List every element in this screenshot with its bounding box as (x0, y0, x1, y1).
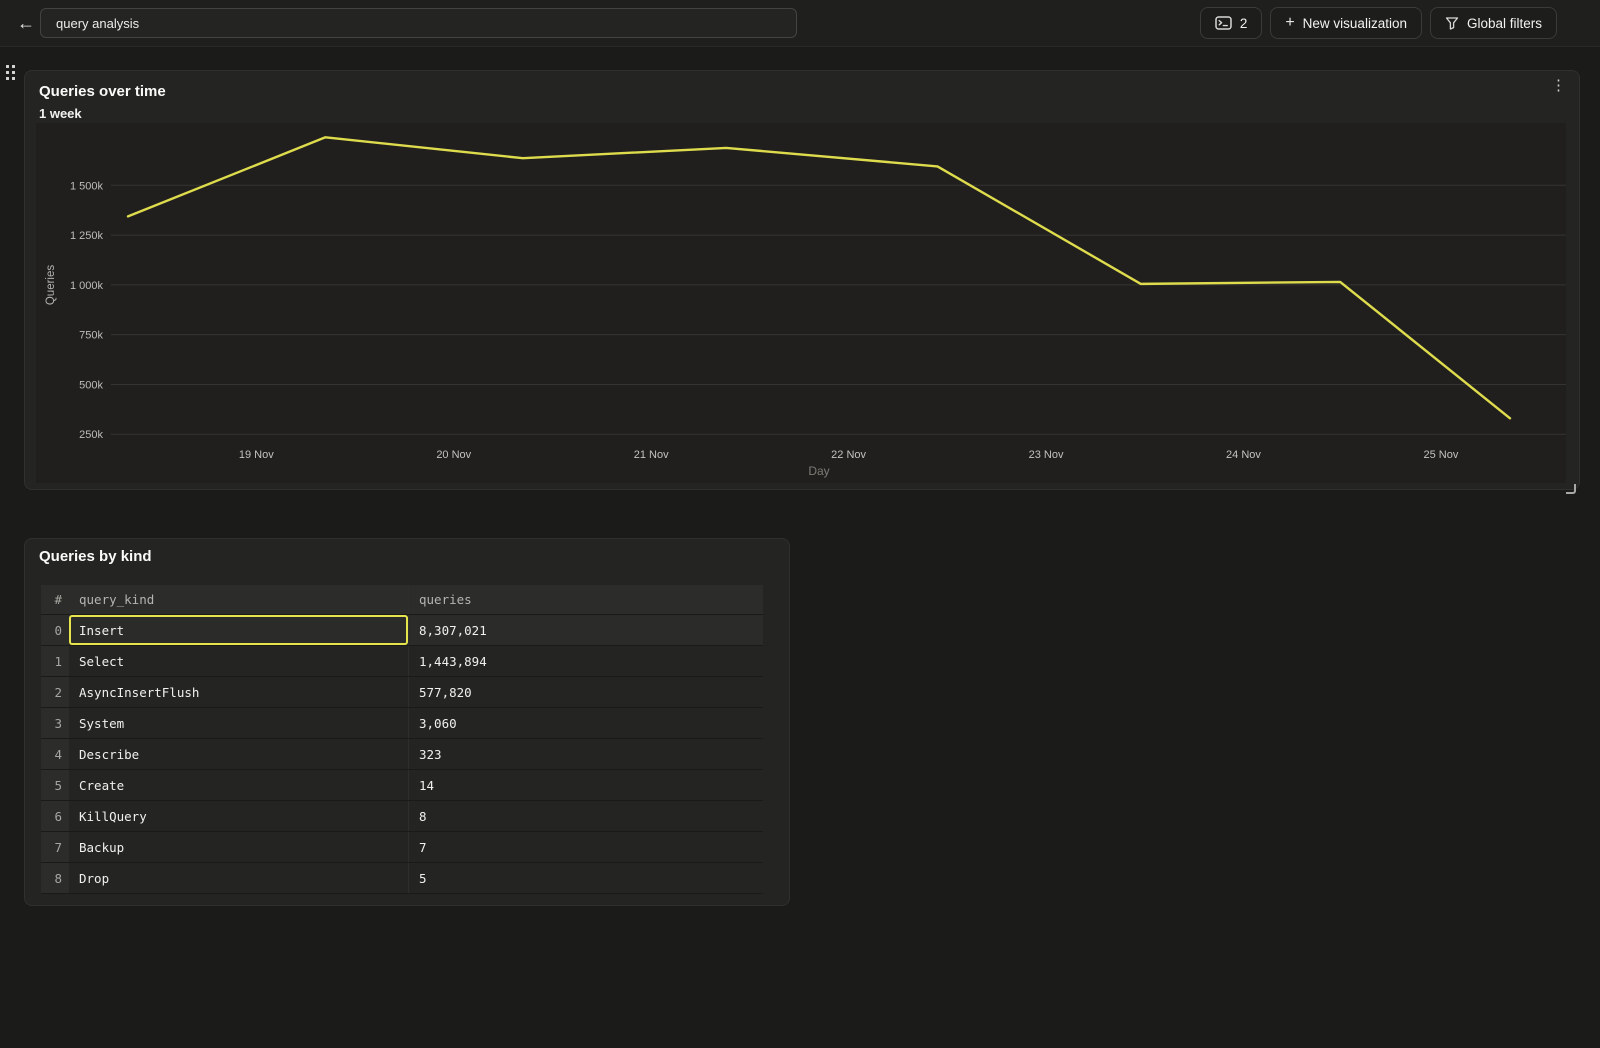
cell-query-kind[interactable]: Insert (69, 615, 408, 645)
header-index: # (41, 585, 69, 614)
cell-row-index[interactable]: 3 (41, 708, 69, 738)
chart-widget: Queries over time 1 week ⋮ 250k 500k 750k 1… (24, 70, 1580, 490)
cell-row-index[interactable]: 4 (41, 739, 69, 769)
cell-row-index[interactable]: 7 (41, 832, 69, 862)
cell-query-kind[interactable]: Select (79, 653, 125, 669)
cell-query-kind[interactable]: AsyncInsertFlush (79, 684, 200, 700)
y-tick-label: 500k (79, 379, 103, 391)
y-tick-label: 1 250k (70, 230, 104, 242)
series-line (126, 136, 1512, 420)
y-tick-label: 250k (79, 429, 103, 441)
widget-resize-handle-icon[interactable] (1566, 484, 1576, 494)
filter-funnel-icon (1445, 17, 1459, 30)
table-row: 5 Create 14 (41, 770, 763, 801)
cell-row-index[interactable]: 0 (41, 615, 69, 645)
new-visualization-button[interactable]: + New visualization (1270, 7, 1422, 39)
cell-query-kind[interactable]: Backup (79, 839, 125, 855)
cell-row-index[interactable]: 5 (41, 770, 69, 800)
table-body: 0 Insert 8,307,021 1 Select 1,443,894 2 AsyncIn… (41, 615, 763, 894)
cell-row-index[interactable]: 8 (41, 863, 69, 893)
x-axis-title: Day (808, 464, 829, 478)
widget-menu-kebab-icon[interactable]: ⋮ (1551, 77, 1566, 94)
table-row: 7 Backup 7 (41, 832, 763, 863)
x-tick-label: 24 Nov (1226, 449, 1261, 461)
cell-query-kind[interactable]: Drop (79, 870, 110, 886)
plus-icon: + (1285, 14, 1295, 31)
cell-queries[interactable]: 14 (408, 770, 763, 800)
table-row: 4 Describe 323 (41, 739, 763, 770)
dashboard-title-input[interactable] (40, 8, 797, 38)
queries-over-time-line-chart: 250k 500k 750k 1 000k 1 250k 1 500k 19 Nov 20 N… (45, 136, 1566, 478)
table-widget: Queries by kind # query_kind queries 0 In… (24, 538, 790, 906)
y-axis-title: Queries (45, 265, 57, 306)
back-button[interactable]: ← (12, 9, 40, 37)
table-row: 1 Select 1,443,894 (41, 646, 763, 677)
y-tick-label: 1 000k (70, 280, 104, 292)
cell-query-kind[interactable]: System (79, 715, 125, 731)
header-queries: queries (408, 585, 763, 614)
y-tick-label: 750k (79, 330, 103, 342)
new-visualization-label: New visualization (1302, 15, 1407, 31)
cell-query-kind[interactable]: Describe (79, 746, 140, 762)
table-header-row: # query_kind queries (41, 585, 763, 615)
table-row: 3 System 3,060 (41, 708, 763, 739)
y-tick-label: 1 500k (70, 180, 104, 192)
x-tick-label: 22 Nov (831, 449, 866, 461)
cell-query-kind[interactable]: KillQuery (79, 808, 147, 824)
table-title: Queries by kind (39, 548, 152, 565)
table-row: 6 KillQuery 8 (41, 801, 763, 832)
cell-row-index[interactable]: 6 (41, 801, 69, 831)
x-tick-label: 25 Nov (1423, 449, 1458, 461)
cell-queries[interactable]: 1,443,894 (408, 646, 763, 676)
drag-handle-icon[interactable] (6, 65, 15, 80)
chart-subtitle: 1 week (39, 106, 82, 121)
x-tick-label: 23 Nov (1029, 449, 1064, 461)
back-arrow-icon: ← (17, 12, 35, 33)
topbar-actions: 2 + New visualization Global filters (1199, 7, 1557, 39)
cell-queries[interactable]: 5 (408, 863, 763, 893)
cell-query-kind[interactable]: Create (79, 777, 125, 793)
cell-queries[interactable]: 7 (408, 832, 763, 862)
top-bar: ← 2 + New visualization Global filters (0, 0, 1600, 47)
console-count-label: 2 (1239, 15, 1248, 31)
table-row: 8 Drop 5 (41, 863, 763, 894)
global-filters-button[interactable]: Global filters (1429, 7, 1557, 39)
cell-queries[interactable]: 8 (408, 801, 763, 831)
cell-queries[interactable]: 323 (408, 739, 763, 769)
line-chart-canvas[interactable]: 250k 500k 750k 1 000k 1 250k 1 500k 19 Nov 20 N… (36, 123, 1566, 483)
cell-queries[interactable]: 3,060 (408, 708, 763, 738)
x-tick-label: 20 Nov (436, 449, 471, 461)
cell-row-index[interactable]: 2 (41, 677, 69, 707)
queries-by-kind-table: # query_kind queries 0 Insert 8,307,021 1 Se… (41, 585, 763, 894)
table-row: 0 Insert 8,307,021 (41, 615, 763, 646)
cell-queries[interactable]: 8,307,021 (408, 615, 763, 645)
sql-console-count-button[interactable]: 2 (1199, 7, 1263, 39)
header-query-kind: query_kind (69, 585, 408, 614)
cell-queries[interactable]: 577,820 (408, 677, 763, 707)
table-row: 2 AsyncInsertFlush 577,820 (41, 677, 763, 708)
global-filters-label: Global filters (1466, 15, 1542, 31)
x-tick-label: 19 Nov (239, 449, 274, 461)
cell-row-index[interactable]: 1 (41, 646, 69, 676)
console-icon (1215, 16, 1232, 30)
x-tick-label: 21 Nov (634, 449, 669, 461)
chart-title: Queries over time (39, 83, 166, 100)
